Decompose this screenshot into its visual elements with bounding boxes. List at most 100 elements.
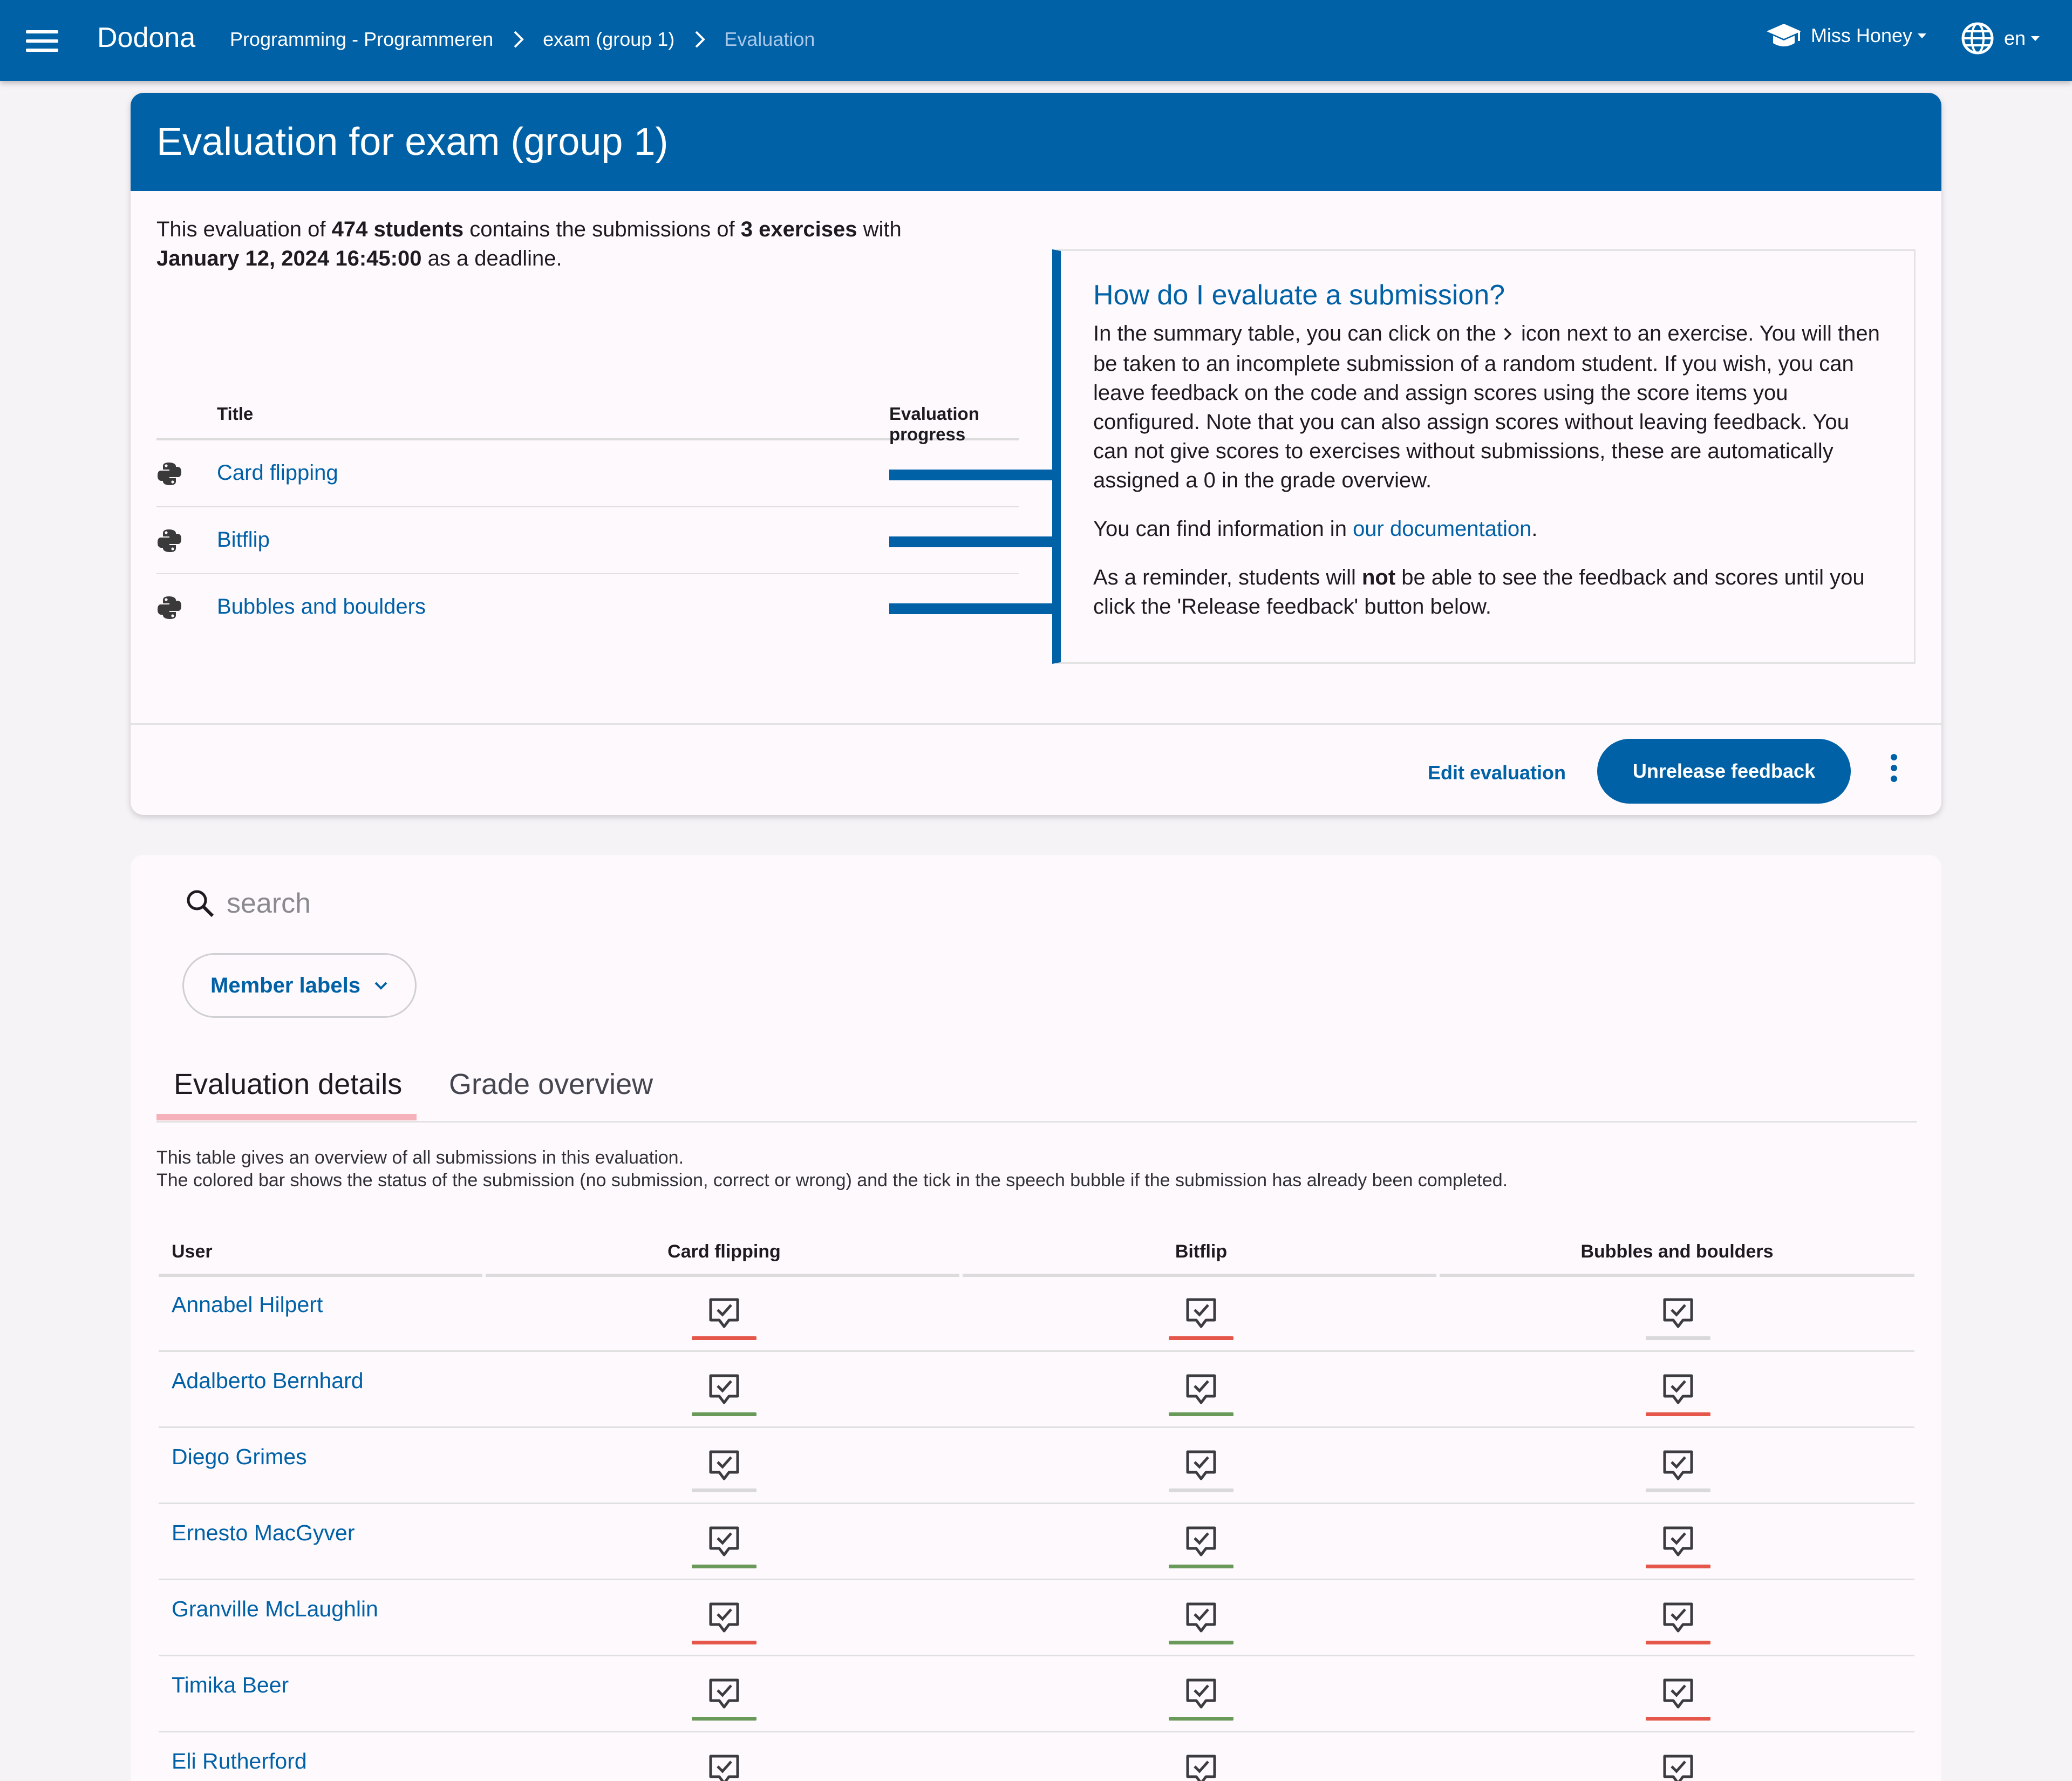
language-menu[interactable]: en	[1961, 22, 2040, 55]
speech-bubble-check-icon	[1663, 1678, 1693, 1709]
edit-evaluation-button[interactable]: Edit evaluation	[1427, 762, 1566, 784]
student-count: 474 students	[331, 217, 464, 241]
evaluation-card: Evaluation for exam (group 1) This evalu…	[131, 93, 1941, 815]
speech-bubble-check-icon	[709, 1755, 739, 1781]
tab-evaluation-details[interactable]: Evaluation details	[174, 1068, 403, 1100]
submission-feedback-icon[interactable]	[692, 1677, 756, 1721]
submission-feedback-icon[interactable]	[1646, 1449, 1710, 1492]
help-paragraph: In the summary table, you can click on t…	[1093, 319, 1888, 495]
user-menu[interactable]: Miss Honey	[1766, 22, 1926, 50]
top-navbar: Dodona Programming - Programmeren exam (…	[0, 0, 2072, 81]
submission-feedback-icon[interactable]	[692, 1753, 756, 1781]
user-link[interactable]: Adalberto Bernhard	[172, 1368, 364, 1393]
submission-feedback-icon[interactable]	[1169, 1601, 1233, 1644]
submission-feedback-icon[interactable]	[1646, 1372, 1710, 1416]
column-card-flipping: Card flipping	[667, 1241, 781, 1262]
speech-bubble-check-icon	[709, 1298, 739, 1328]
active-tab-indicator	[156, 1114, 417, 1120]
speech-bubble-check-icon	[1186, 1602, 1216, 1633]
caret-down-icon	[2031, 36, 2040, 41]
help-title: How do I evaluate a submission?	[1093, 280, 1505, 311]
submission-feedback-icon[interactable]	[1169, 1753, 1233, 1781]
exercise-row: Bitflip	[156, 507, 1131, 574]
exercise-count: 3 exercises	[740, 217, 857, 241]
chevron-down-icon	[374, 982, 387, 990]
submission-feedback-icon[interactable]	[1646, 1601, 1710, 1644]
help-paragraph: As a reminder, students will not be able…	[1093, 566, 1865, 619]
table-row: Annabel Hilpert	[159, 1276, 1914, 1352]
status-bar	[1646, 1488, 1710, 1492]
column-title: Title	[217, 404, 254, 424]
search-icon	[187, 890, 214, 917]
exercise-link[interactable]: Bitflip	[217, 528, 270, 552]
filter-label: Member labels	[210, 973, 360, 997]
submission-feedback-icon[interactable]	[1646, 1525, 1710, 1568]
speech-bubble-check-icon	[1663, 1374, 1693, 1404]
submission-feedback-icon[interactable]	[692, 1296, 756, 1340]
user-link[interactable]: Eli Rutherford	[172, 1749, 307, 1773]
submission-feedback-icon[interactable]	[1169, 1296, 1233, 1340]
table-row: Diego Grimes	[159, 1428, 1914, 1504]
divider	[486, 1274, 959, 1277]
submission-feedback-icon[interactable]	[692, 1372, 756, 1416]
table-description: This table gives an overview of all subm…	[156, 1147, 1508, 1191]
member-labels-filter[interactable]: Member labels	[182, 953, 417, 1018]
speech-bubble-check-icon	[1663, 1526, 1693, 1556]
status-bar	[692, 1717, 756, 1721]
submission-feedback-icon[interactable]	[1169, 1525, 1233, 1568]
status-bar	[1646, 1565, 1710, 1568]
submission-feedback-icon[interactable]	[1646, 1677, 1710, 1721]
status-bar	[1169, 1336, 1233, 1340]
more-vert-icon[interactable]	[1887, 754, 1900, 786]
progress-bar	[889, 603, 1077, 614]
submission-feedback-icon[interactable]	[1169, 1372, 1233, 1416]
evaluation-summary: This evaluation of 474 students contains…	[156, 217, 902, 270]
column-bubbles-and-boulders: Bubbles and boulders	[1580, 1241, 1774, 1262]
breadcrumb-current: Evaluation	[724, 28, 815, 50]
speech-bubble-check-icon	[1663, 1298, 1693, 1328]
submissions-table-header: User Card flipping Bitflip Bubbles and b…	[159, 1222, 1914, 1277]
exercise-row: Bubbles and boulders	[156, 574, 1131, 641]
breadcrumb-course[interactable]: Programming - Programmeren	[230, 28, 494, 50]
documentation-link[interactable]: our documentation	[1353, 517, 1532, 541]
submission-feedback-icon[interactable]	[692, 1601, 756, 1644]
speech-bubble-check-icon	[1186, 1298, 1216, 1328]
breadcrumb: Programming - Programmeren exam (group 1…	[230, 28, 815, 51]
submission-feedback-icon[interactable]	[692, 1449, 756, 1492]
exercise-link[interactable]: Bubbles and boulders	[217, 595, 426, 618]
status-bar	[1169, 1717, 1233, 1721]
card-title: Evaluation for exam (group 1)	[131, 93, 1941, 191]
submission-feedback-icon[interactable]	[1169, 1677, 1233, 1721]
submission-feedback-icon[interactable]	[692, 1525, 756, 1568]
submission-feedback-icon[interactable]	[1646, 1753, 1710, 1781]
divider	[1440, 1274, 1914, 1277]
user-link[interactable]: Diego Grimes	[172, 1444, 307, 1469]
user-name: Miss Honey	[1810, 24, 1912, 46]
submission-feedback-icon[interactable]	[1646, 1296, 1710, 1340]
menu-icon[interactable]	[26, 30, 58, 52]
user-link[interactable]: Timika Beer	[172, 1673, 289, 1697]
exercise-link[interactable]: Card flipping	[217, 461, 338, 485]
submission-feedback-icon[interactable]	[1169, 1449, 1233, 1492]
user-link[interactable]: Annabel Hilpert	[172, 1292, 323, 1317]
brand-link[interactable]: Dodona	[97, 22, 196, 53]
status-bar	[692, 1641, 756, 1644]
speech-bubble-check-icon	[709, 1526, 739, 1556]
user-link[interactable]: Granville McLaughlin	[172, 1596, 378, 1621]
submissions-table: User Card flipping Bitflip Bubbles and b…	[159, 1222, 1914, 1781]
breadcrumb-exam[interactable]: exam (group 1)	[543, 28, 675, 50]
unrelease-feedback-button[interactable]: Unrelease feedback	[1597, 739, 1851, 804]
table-row: Adalberto Bernhard	[159, 1352, 1914, 1428]
chevron-right-icon	[1503, 320, 1512, 349]
user-link[interactable]: Ernesto MacGyver	[172, 1520, 355, 1545]
speech-bubble-check-icon	[1186, 1374, 1216, 1404]
search-input[interactable]: search	[185, 887, 311, 920]
card-footer: Edit evaluation Unrelease feedback	[131, 723, 1941, 815]
speech-bubble-check-icon	[1186, 1678, 1216, 1709]
tab-grade-overview[interactable]: Grade overview	[449, 1068, 653, 1100]
speech-bubble-check-icon	[1186, 1526, 1216, 1556]
python-icon	[158, 596, 181, 619]
globe-icon	[1961, 22, 1994, 55]
search-placeholder: search	[227, 888, 311, 919]
table-row: Eli Rutherford	[159, 1732, 1914, 1781]
